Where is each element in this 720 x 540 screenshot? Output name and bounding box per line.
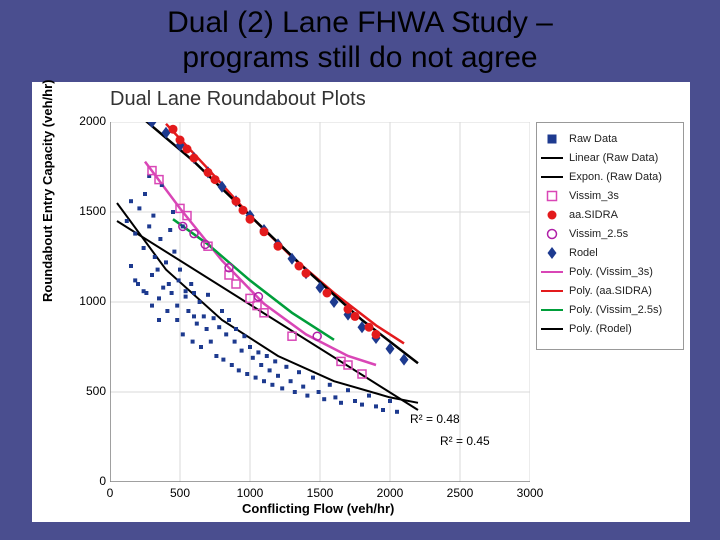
x-tick: 1500	[305, 486, 335, 500]
x-tick: 1000	[235, 486, 265, 500]
legend-label: Linear (Raw Data)	[569, 152, 658, 164]
legend-item: Raw Data	[541, 132, 679, 146]
legend-label: Rodel	[569, 247, 598, 259]
x-tick: 0	[95, 486, 125, 500]
title-line1: Dual (2) Lane FHWA Study –	[167, 6, 553, 39]
y-tick: 1500	[66, 204, 106, 218]
legend-item: Vissim_3s	[541, 189, 679, 203]
slide: Dual (2) Lane FHWA Study – programs stil…	[0, 0, 720, 540]
r2-annotation-a: R² = 0.48	[410, 412, 460, 426]
legend-label: aa.SIDRA	[569, 209, 618, 221]
r2-annotation-b: R² = 0.45	[440, 434, 490, 448]
legend-label: Poly. (Vissim_3s)	[569, 266, 653, 278]
legend: Raw Data Linear (Raw Data) Expon. (Raw Dat…	[536, 122, 684, 350]
legend-item: Rodel	[541, 246, 679, 260]
title-line2: programs still do not agree	[182, 41, 537, 74]
series-vissim_3s	[148, 167, 366, 378]
chart-title: Dual Lane Roundabout Plots	[110, 88, 366, 111]
x-axis-label: Conflicting Flow (veh/hr)	[242, 501, 394, 516]
legend-item: Poly. (aa.SIDRA)	[541, 284, 679, 298]
x-tick: 500	[165, 486, 195, 500]
legend-label: Poly. (aa.SIDRA)	[569, 285, 652, 297]
legend-item: aa.SIDRA	[541, 208, 679, 222]
legend-label: Raw Data	[569, 133, 617, 145]
legend-item: Vissim_2.5s	[541, 227, 679, 241]
x-tick: 2500	[445, 486, 475, 500]
legend-item: Linear (Raw Data)	[541, 151, 679, 165]
chart-container: Dual Lane Roundabout Plots Roundabout En…	[32, 82, 690, 522]
legend-label: Poly. (Vissim_2.5s)	[569, 304, 662, 316]
legend-item: Expon. (Raw Data)	[541, 170, 679, 184]
slide-title: Dual (2) Lane FHWA Study – programs stil…	[0, 0, 720, 77]
legend-item: Poly. (Vissim_3s)	[541, 265, 679, 279]
legend-item: Poly. (Rodel)	[541, 322, 679, 336]
plot-svg	[110, 122, 530, 482]
y-tick: 1000	[66, 294, 106, 308]
legend-item: Poly. (Vissim_2.5s)	[541, 303, 679, 317]
legend-label: Vissim_3s	[569, 190, 619, 202]
y-tick: 2000	[66, 114, 106, 128]
legend-label: Poly. (Rodel)	[569, 323, 632, 335]
y-axis-label: Roundabout Entry Capacity (veh/hr)	[40, 80, 55, 302]
legend-label: Expon. (Raw Data)	[569, 171, 662, 183]
legend-label: Vissim_2.5s	[569, 228, 628, 240]
x-tick: 3000	[515, 486, 545, 500]
y-tick: 500	[66, 384, 106, 398]
plot-area: R² = 0.48 R² = 0.45 05001000150020000500…	[110, 122, 530, 482]
x-tick: 2000	[375, 486, 405, 500]
